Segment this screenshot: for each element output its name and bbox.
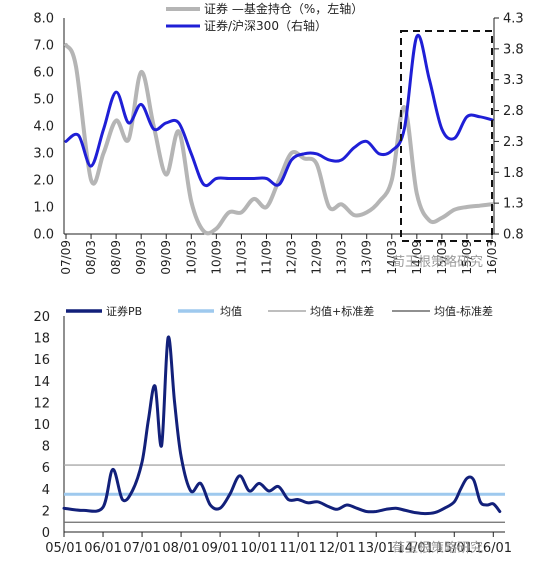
bottom-y-tick-label: 16 xyxy=(33,353,50,368)
top-x-tick-label: 16/03 xyxy=(485,240,499,275)
top-left-ticks: 0.0 1.0 2.0 3.0 4.0 5.0 6.0 7.0 8.0 xyxy=(33,12,54,243)
legend-label-ratio: 证券/沪深300（右轴） xyxy=(204,18,327,33)
top-x-tick-label: 12/03 xyxy=(285,240,299,275)
top-x-ticks: 07/09 08/03 08/09 09/03 09/09 10/03 10/09 11/03… xyxy=(59,234,499,275)
top-right-tick-label: 1.8 xyxy=(503,166,524,181)
bottom-legend: 证券PB 均值 均值+标准差 均值-标准差 xyxy=(66,304,493,318)
watermark-bottom: 荀玉根策略研究 xyxy=(392,540,483,556)
top-x-tick-label: 07/09 xyxy=(59,240,73,275)
top-x-tick-label: 14/03 xyxy=(385,240,399,275)
bottom-x-tick-label: 14/01 xyxy=(396,541,433,556)
pb-series-line xyxy=(62,335,502,516)
top-left-tick-label: 3.0 xyxy=(33,147,54,162)
top-x-tick-label: 09/03 xyxy=(134,240,148,275)
watermark-top: 荀玉根策略研究 xyxy=(392,254,483,270)
top-x-tick-label: 10/03 xyxy=(184,240,198,275)
legend-label-upper: 均值+标准差 xyxy=(310,304,374,318)
top-x-tick-label: 12/09 xyxy=(310,240,324,275)
bottom-y-tick-label: 4 xyxy=(42,483,50,498)
bottom-x-tick-label: 15/01 xyxy=(436,541,473,556)
top-right-tick-label: 2.8 xyxy=(503,104,524,119)
bottom-x-tick-label: 08/01 xyxy=(162,541,199,556)
top-x-tick-label: 08/03 xyxy=(84,240,98,275)
bottom-x-tick-label: 07/01 xyxy=(123,541,160,556)
bottom-y-tick-label: 6 xyxy=(42,461,50,476)
top-left-tick-label: 7.0 xyxy=(33,39,54,54)
bottom-x-tick-label: 09/01 xyxy=(201,541,238,556)
top-x-tick-label: 15/09 xyxy=(460,240,474,275)
bottom-y-tick-label: 10 xyxy=(33,418,50,433)
top-right-ticks: 0.8 1.3 1.8 2.3 2.8 3.3 3.8 4.3 xyxy=(494,12,524,243)
bottom-x-tick-label: 12/01 xyxy=(318,541,355,556)
legend-label-mean: 均值 xyxy=(220,305,242,318)
top-right-tick-label: 3.3 xyxy=(503,73,524,88)
bottom-y-tick-label: 20 xyxy=(33,310,50,325)
top-x-tick-label: 10/09 xyxy=(209,240,223,275)
top-plot-area xyxy=(64,18,494,234)
bottom-y-tick-label: 18 xyxy=(33,332,50,347)
top-chart: 0.0 1.0 2.0 3.0 4.0 5.0 6.0 7.0 8.0 0.8 1.3 1.8 2.3… xyxy=(33,1,523,275)
top-right-tick-label: 3.8 xyxy=(503,42,524,57)
top-left-tick-label: 4.0 xyxy=(33,120,54,135)
top-left-tick-label: 8.0 xyxy=(33,12,54,27)
bottom-chart: 0 2 4 6 8 10 12 14 16 18 20 05/01 06/01 07/01 08/01 09… xyxy=(33,304,512,556)
bottom-x-tick-label: 13/01 xyxy=(357,541,394,556)
top-left-tick-label: 2.0 xyxy=(33,174,54,189)
bottom-y-tick-label: 2 xyxy=(42,504,50,519)
top-left-tick-label: 1.0 xyxy=(33,201,54,216)
top-legend: 证券 —基金持仓（%，左轴） 证券/沪深300（右轴） xyxy=(166,1,363,33)
bottom-x-tick-label: 16/01 xyxy=(475,541,512,556)
legend-label-pb: 证券PB xyxy=(106,304,142,318)
bottom-x-tick-label: 05/01 xyxy=(45,541,82,556)
bottom-x-tick-label: 10/01 xyxy=(240,541,277,556)
top-x-tick-label: 08/09 xyxy=(109,240,123,275)
highlight-dashed-box xyxy=(400,30,493,242)
bottom-x-tick-label: 06/01 xyxy=(84,541,121,556)
top-left-tick-label: 6.0 xyxy=(33,66,54,81)
bottom-y-tick-label: 0 xyxy=(42,526,50,541)
top-right-tick-label: 0.8 xyxy=(503,228,524,243)
top-x-tick-label: 11/09 xyxy=(260,240,274,275)
top-series-fund-holding-line xyxy=(64,43,494,236)
bottom-x-ticks: 05/01 06/01 07/01 08/01 09/01 10/01 11/01 12/01… xyxy=(45,532,512,556)
legend-label-lower: 均值-标准差 xyxy=(434,304,493,318)
legend-label-fund-holding: 证券 —基金持仓（%，左轴） xyxy=(204,1,363,16)
bottom-y-tick-label: 14 xyxy=(33,375,50,390)
top-x-tick-label: 13/09 xyxy=(360,240,374,275)
top-x-tick-label: 14/09 xyxy=(410,240,424,275)
top-right-tick-label: 4.3 xyxy=(503,12,524,27)
top-left-tick-label: 0.0 xyxy=(33,228,54,243)
top-right-tick-label: 1.3 xyxy=(503,197,524,212)
bottom-y-ticks: 0 2 4 6 8 10 12 14 16 18 20 xyxy=(33,310,50,541)
bottom-x-tick-label: 11/01 xyxy=(279,541,316,556)
top-series-ratio-line xyxy=(64,33,494,188)
top-x-tick-label: 09/09 xyxy=(159,240,173,275)
top-right-tick-label: 2.3 xyxy=(503,135,524,150)
bottom-y-tick-label: 12 xyxy=(33,396,50,411)
top-left-tick-label: 5.0 xyxy=(33,93,54,108)
top-x-tick-label: 11/03 xyxy=(234,240,248,275)
bottom-y-tick-label: 8 xyxy=(42,440,50,455)
top-x-tick-label: 15/03 xyxy=(435,240,449,275)
top-x-tick-label: 13/03 xyxy=(335,240,349,275)
